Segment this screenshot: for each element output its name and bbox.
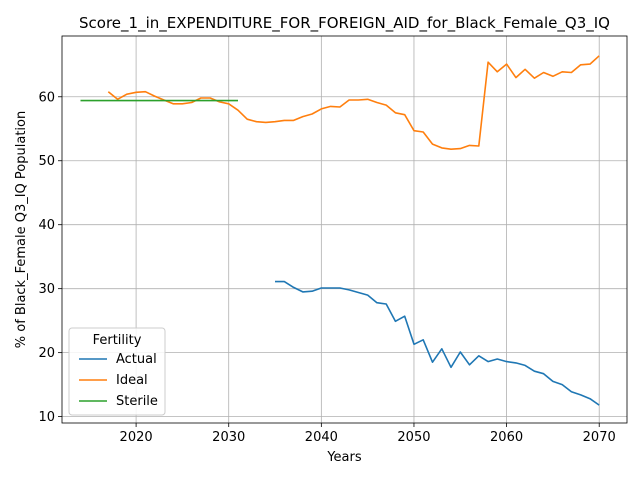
plot-frame	[61, 35, 628, 424]
x-tick-label: 2020	[120, 430, 153, 445]
y-tick-label: 50	[38, 154, 55, 169]
x-tick-label: 2030	[212, 430, 245, 445]
chart-title: Score_1_in_EXPENDITURE_FOR_FOREIGN_AID_f…	[79, 14, 610, 33]
legend-label-sterile: Sterile	[116, 394, 158, 409]
y-tick-label: 60	[38, 90, 55, 105]
y-tick-label: 30	[38, 282, 55, 297]
series-line-ideal	[107, 55, 600, 150]
plot-series	[80, 55, 600, 406]
y-tick-label: 40	[38, 218, 55, 233]
y-axis-ticks: 10 20 30 40 50 60	[38, 90, 62, 425]
x-axis-label: Years	[326, 450, 362, 465]
series-line-actual	[275, 280, 600, 406]
x-tick-label: 2060	[490, 430, 523, 445]
legend-label-actual: Actual	[116, 352, 157, 367]
legend-box	[68, 327, 166, 416]
legend: Fertility Actual Ideal Sterile	[68, 327, 166, 416]
x-tick-label: 2040	[305, 430, 338, 445]
x-tick-label: 2050	[397, 430, 430, 445]
y-axis-label: % of Black_Female Q3_IQ Population	[14, 111, 29, 348]
y-tick-label: 20	[38, 346, 55, 361]
y-tick-label: 10	[38, 410, 55, 425]
legend-label-ideal: Ideal	[116, 373, 148, 388]
x-axis-ticks: 2020 2030 2040 2050 2060 2070	[120, 423, 616, 445]
legend-title: Fertility	[93, 333, 142, 348]
x-tick-label: 2070	[583, 430, 616, 445]
